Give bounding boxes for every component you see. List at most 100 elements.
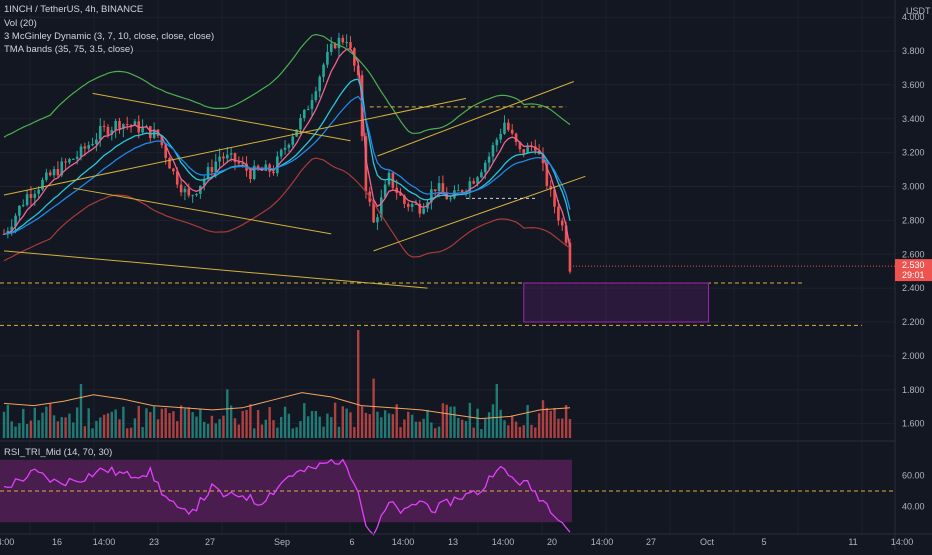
volume-bar [126, 428, 129, 438]
candle-body [45, 172, 48, 180]
candle-body [518, 141, 522, 150]
volume-bar [484, 419, 487, 438]
candle-body [160, 135, 164, 146]
rsi-indicator-label: RSI_TRI_Mid (14, 70, 30) [4, 447, 113, 458]
candle-body [303, 109, 306, 119]
volume-bar [449, 406, 452, 438]
candle-body [480, 172, 483, 178]
candle-body [206, 167, 210, 179]
candle-body [487, 156, 491, 163]
volume-bar [468, 402, 472, 438]
volume-bar [233, 418, 237, 438]
volume-bar [83, 426, 87, 438]
volume-bar [310, 411, 314, 438]
tma-lower-band [3, 157, 571, 262]
candle-body [306, 108, 310, 110]
candle-body [2, 233, 6, 235]
volume-bar [156, 419, 160, 438]
volume-bar [253, 428, 256, 438]
time-axis-label: 16 [52, 537, 62, 547]
mcginley-line [3, 95, 571, 235]
volume-bar [64, 417, 67, 438]
candle-body [195, 193, 198, 196]
volume-bar [368, 414, 371, 438]
volume-bar [299, 420, 302, 438]
candle-body [276, 156, 279, 174]
volume-bar [376, 411, 379, 438]
volume-bar [318, 416, 321, 438]
volume-bar [441, 403, 445, 438]
price-axis-tick: 2.200 [902, 317, 925, 327]
volume-bar [360, 406, 364, 438]
candle-body [337, 37, 341, 49]
volume-bar [453, 406, 456, 438]
indicator-mcginley-label: 3 McGinley Dynamic (3, 7, 10, close, clo… [4, 31, 215, 42]
volume-bar [206, 423, 210, 438]
candle-body [229, 153, 233, 155]
volume-bar [283, 406, 287, 438]
candle-body [441, 183, 445, 193]
volume-bar [422, 418, 425, 438]
indicator-tma-label: TMA bands (35, 75, 3.5, close) [4, 44, 134, 55]
candle-body [233, 153, 237, 162]
candle-body [476, 177, 479, 184]
volume-bar [249, 404, 252, 438]
candle-body [380, 197, 383, 218]
volume-bar [2, 411, 6, 438]
candle-body [491, 145, 495, 157]
volume-bar [237, 424, 241, 438]
time-axis-label: 14:00 [891, 537, 914, 547]
candle-body [110, 130, 114, 135]
price-axis-tick: 3.400 [902, 114, 925, 124]
candle-body [560, 220, 564, 226]
candle-body [291, 136, 295, 145]
time-axis-label: 13 [448, 537, 458, 547]
candle-body [310, 100, 314, 109]
indicator-volume-label: Vol (20) [4, 18, 37, 29]
candle-body [21, 205, 25, 207]
volume-bar [6, 404, 10, 438]
candle-body [510, 129, 514, 134]
candle-body [168, 157, 171, 169]
candle-body [414, 203, 418, 205]
time-axis-label: 14:00 [492, 537, 515, 547]
candle-body [433, 189, 437, 192]
candle-body [91, 143, 94, 146]
candle-body [449, 198, 452, 200]
price-axis-tick: 3.800 [902, 46, 925, 56]
volume-bar [403, 419, 406, 438]
volume-bar [137, 405, 140, 438]
volume-bar [68, 413, 71, 438]
candle-body [522, 149, 526, 154]
volume-bar [326, 413, 329, 438]
volume-bar [322, 426, 325, 438]
price-axis-tick: 1.800 [902, 385, 925, 395]
volume-bar [187, 407, 190, 438]
candle-body [48, 172, 52, 176]
candle-body [483, 162, 487, 173]
volume-bar [114, 409, 117, 438]
volume-bar [276, 427, 279, 438]
volume-bar [133, 418, 137, 438]
candle-body [175, 171, 179, 185]
candle-body [106, 126, 110, 135]
volume-bar [256, 409, 260, 438]
candle-body [226, 154, 229, 159]
candle-body [191, 195, 194, 197]
volume-bar [487, 412, 491, 438]
candle-body [102, 125, 106, 127]
candle-body [149, 126, 152, 138]
volume-bar [395, 404, 398, 438]
volume-bar [534, 427, 537, 438]
price-axis-tick: 3.000 [902, 182, 925, 192]
candle-body [241, 163, 244, 165]
volume-bar [357, 330, 360, 438]
time-axis-label: 27 [646, 537, 656, 547]
candle-body [164, 145, 167, 158]
candle-body [568, 242, 572, 272]
volume-bar [418, 421, 421, 438]
volume-bar [345, 408, 348, 438]
